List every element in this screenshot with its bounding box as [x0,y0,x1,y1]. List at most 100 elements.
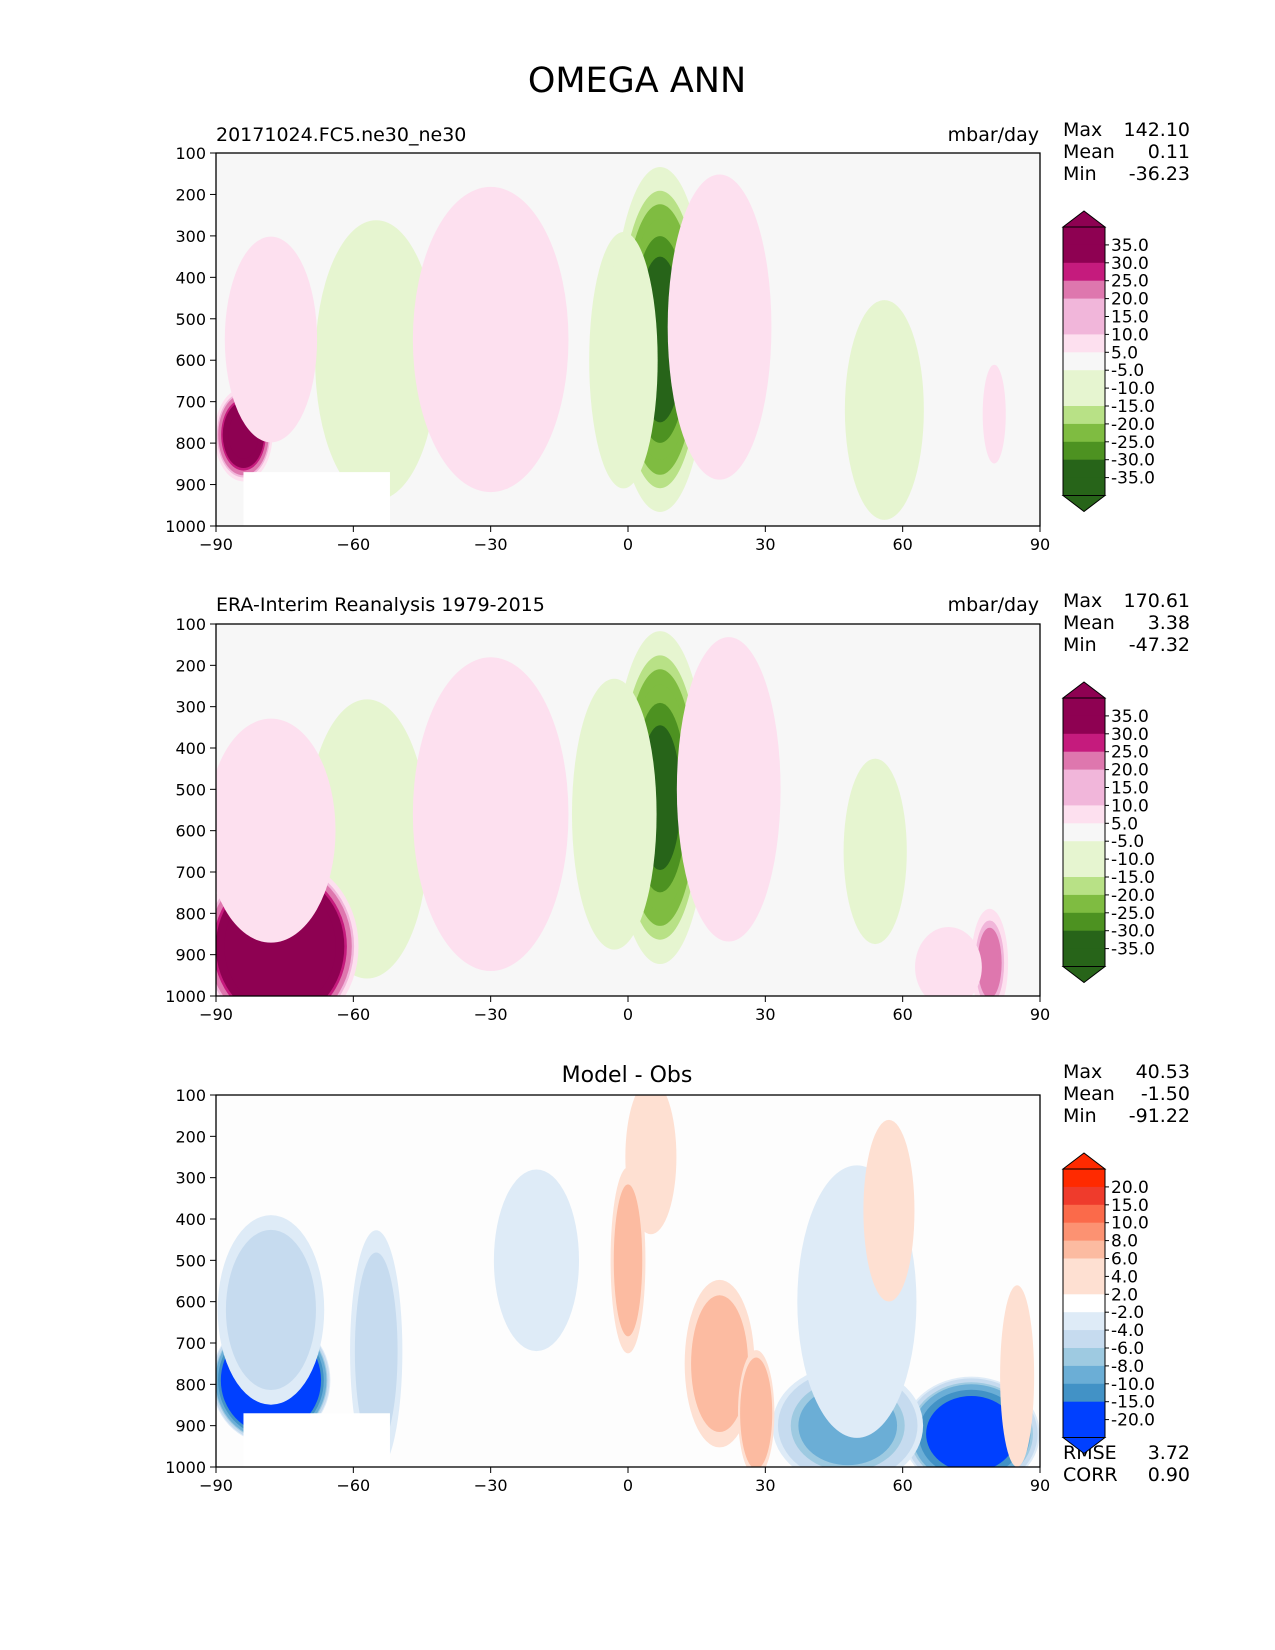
stats-block: Max 170.61 Mean 3.38 Min -47.32 [1063,590,1190,656]
colorbar-segment [1063,1204,1105,1224]
y-tick-label: 600 [175,822,206,841]
colorbar-segment [1063,352,1105,371]
colorbar-segment [1063,1383,1105,1403]
colorbar-segment [1063,477,1105,496]
colorbar-tick-label: -8.0 [1111,1357,1144,1377]
contour-level [224,236,318,443]
colorbar-tick-label: -4.0 [1111,1321,1144,1341]
colorbar-segment [1063,1276,1105,1295]
colorbar-tick-label: -30.0 [1111,922,1155,942]
colorbar-tick-label: -6.0 [1111,1339,1144,1359]
colorbar-tick-label: -2.0 [1111,1303,1144,1323]
colorbar-tick-label: 35.0 [1111,236,1149,256]
y-tick-label: 900 [175,1417,206,1436]
colorbar-segment [1063,930,1105,950]
colorbar-segment [1063,1186,1105,1206]
y-tick-label: 700 [175,1334,206,1353]
colorbar-tick-label: 25.0 [1111,272,1149,292]
colorbar-tick-label: 10.0 [1111,325,1149,345]
y-tick-label: 400 [175,739,206,758]
stat-value: 3.72 [1148,1442,1190,1464]
colorbar-tick-label: 6.0 [1111,1250,1138,1270]
x-tick-label: 30 [755,1005,775,1024]
panel-units: mbar/day [948,594,1039,616]
contour-level [923,937,974,996]
colorbar-tick-label: 10.0 [1111,796,1149,816]
colorbar-segment [1063,423,1105,443]
y-tick-label: 800 [175,904,206,923]
y-tick-label: 500 [175,310,206,329]
stats-block: Max 142.10 Mean 0.11 Min -36.23 [1063,119,1190,185]
colorbar: 35.030.025.020.015.010.05.0-5.0-10.0-15.… [1061,681,1155,984]
colorbar-segment [1063,388,1105,407]
colorbar-tick-label: -10.0 [1111,379,1155,399]
contour-level [740,1357,773,1467]
colorbar-frame [1062,1168,1106,1438]
colorbar-tick-label: 35.0 [1111,707,1149,727]
colorbar-extend-top [1061,681,1107,699]
colorbar-segment [1063,894,1105,914]
x-tick-label: 0 [623,1476,633,1495]
colorbar-segment [1063,841,1105,860]
stat-value: 3.38 [1148,612,1190,634]
contour-level [844,300,924,520]
y-tick-label: 300 [175,1169,206,1188]
colorbar-segment [1063,948,1105,967]
colorbar-tick-label: -20.0 [1111,1411,1155,1431]
y-tick-label: 500 [175,1251,206,1270]
colorbar-frame [1062,226,1106,496]
y-tick-label: 900 [175,946,206,965]
colorbar-extend-top [1061,210,1107,228]
x-tick-label: 0 [623,535,633,554]
colorbar-segment [1063,1240,1105,1259]
y-tick-label: 400 [175,268,206,287]
contour-level [947,1413,996,1455]
colorbar-segment [1063,1365,1105,1385]
colorbar-segment [1063,751,1105,771]
y-tick-label: 200 [175,656,206,675]
y-tick-label: 100 [175,1086,206,1105]
contour-level [613,1184,643,1337]
colorbar-segment [1063,859,1105,878]
stat-value: 40.53 [1136,1061,1190,1083]
colorbar-tick-label: 20.0 [1111,1178,1149,1198]
colorbar-segment [1063,877,1105,896]
colorbar-frame [1062,697,1106,967]
colorbar-tick-label: 20.0 [1111,761,1149,781]
stat-label: Min [1063,634,1097,656]
stat-value: -91.22 [1129,1105,1190,1127]
contour-level [982,364,1006,464]
colorbar-segment [1063,334,1105,353]
colorbar-segment [1063,1222,1105,1242]
stat-value: 170.61 [1124,590,1190,612]
stat-label: Mean [1063,612,1115,634]
colorbar-tick-label: 15.0 [1111,308,1149,328]
contour-level [677,204,762,450]
colorbar-segment [1063,406,1105,425]
colorbar-segment [1063,1348,1105,1367]
colorbar-segment [1063,912,1105,932]
colorbar-segment [1063,298,1105,317]
colorbar-segment [1063,1312,1105,1331]
x-tick-label: −60 [336,1005,370,1024]
colorbar-tick-label: -25.0 [1111,904,1155,924]
colorbar-tick-label: -25.0 [1111,433,1155,453]
colorbar-segment [1063,370,1105,389]
panel-title-left: 20171024.FC5.ne30_ne30 [216,124,466,146]
panel-title-center: Model - Obs [562,1063,693,1088]
contour-level [354,1252,398,1451]
colorbar-segment [1063,1330,1105,1349]
contour-level [687,667,771,912]
y-tick-label: 700 [175,863,206,882]
contour-level [1000,1285,1035,1467]
contour-field [216,631,1009,996]
y-tick-label: 400 [175,1210,206,1229]
panel-reference: ERA-Interim Reanalysis 1979-2015 mbar/da… [165,590,1190,1024]
colorbar-tick-label: 2.0 [1111,1285,1138,1305]
y-tick-label: 1000 [165,987,206,1006]
stat-label: Max [1063,1061,1102,1083]
colorbar-tick-label: 15.0 [1111,779,1149,799]
contour-level [843,758,907,945]
colorbar-segment [1063,1419,1105,1438]
